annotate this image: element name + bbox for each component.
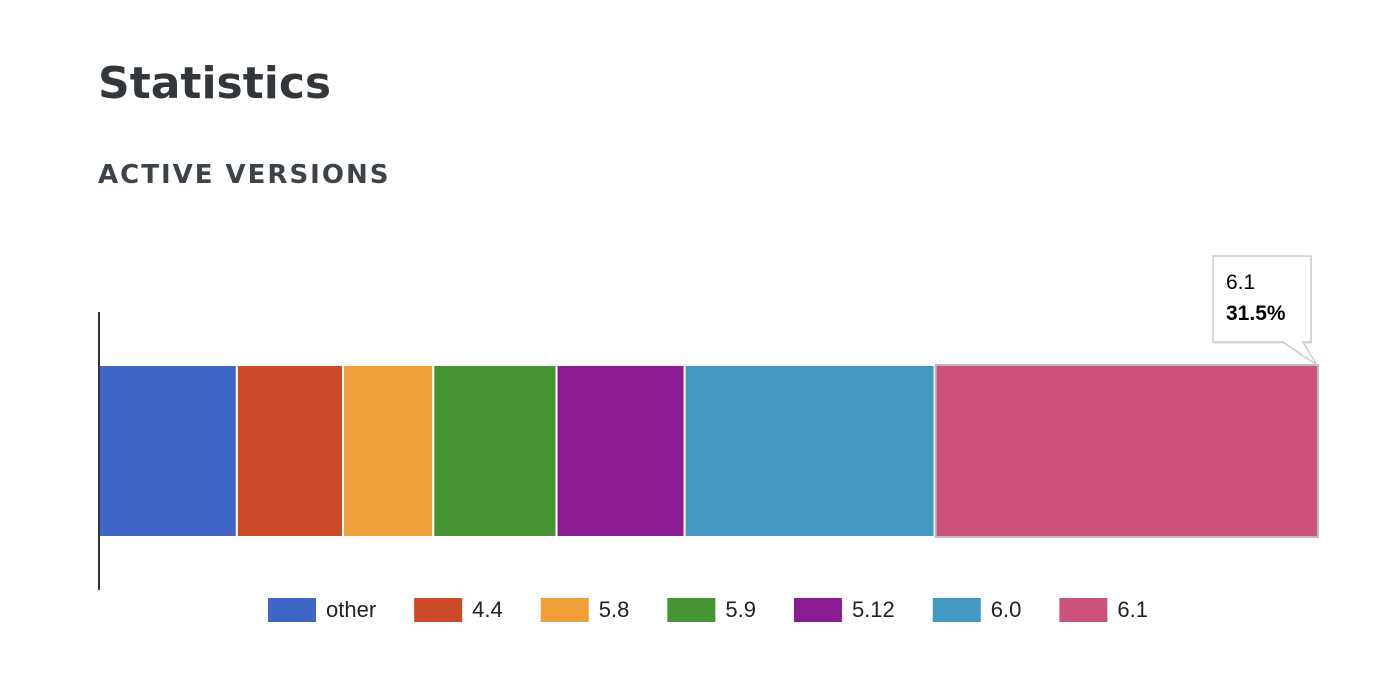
active-versions-chart: other 4.4 5.8 5.9 5.12 6.0 6.1 6.1 31.5% (0, 240, 1398, 660)
bar-segment-5-9[interactable] (432, 364, 558, 538)
page-title: Statistics (98, 58, 332, 109)
legend-swatch (1059, 598, 1108, 622)
bar-segment-6-0[interactable] (683, 364, 936, 538)
legend-label: 5.12 (852, 597, 895, 622)
legend-label: 4.4 (472, 597, 503, 622)
bar-segment-6-1[interactable] (933, 364, 1320, 538)
legend-swatch (414, 598, 463, 622)
bar-segment-5-12[interactable] (555, 364, 686, 538)
legend-label: 5.8 (599, 597, 630, 622)
legend-item-6-0[interactable]: 6.0 (932, 597, 1022, 622)
tooltip-box (1212, 255, 1318, 366)
bar-segment-4-4[interactable] (235, 364, 344, 538)
legend-item-6-1[interactable]: 6.1 (1059, 597, 1148, 622)
legend-label: other (326, 597, 376, 622)
stacked-bar-chart-svg: other 4.4 5.8 5.9 5.12 6.0 6.1 6.1 31.5% (98, 255, 1320, 622)
legend-swatch (793, 598, 842, 622)
tooltip-value: 31.5% (1226, 302, 1286, 325)
legend-swatch (268, 598, 316, 622)
legend-item-5-8[interactable]: 5.8 (540, 597, 630, 622)
section-title: ACTIVE VERSIONS (98, 160, 391, 190)
legend-swatch (540, 598, 589, 622)
legend-item-5-9[interactable]: 5.9 (667, 597, 756, 622)
tooltip: 6.1 31.5% (1212, 255, 1318, 367)
legend-swatch (932, 598, 981, 622)
legend-label: 6.0 (991, 597, 1022, 622)
bar-segment-5-8[interactable] (342, 364, 435, 538)
bars-group (98, 364, 1320, 538)
legend-label: 5.9 (725, 597, 756, 622)
legend-item-5-12[interactable]: 5.12 (793, 597, 895, 622)
legend-item-other[interactable]: other (268, 597, 376, 622)
legend: other 4.4 5.8 5.9 5.12 6.0 6.1 (268, 597, 1148, 622)
legend-swatch (667, 598, 716, 622)
tooltip-label: 6.1 (1226, 271, 1255, 294)
bar-segment-other[interactable] (98, 364, 238, 538)
bar-segment-highlight (934, 364, 1319, 538)
legend-item-4-4[interactable]: 4.4 (414, 597, 503, 622)
legend-label: 6.1 (1117, 597, 1148, 622)
